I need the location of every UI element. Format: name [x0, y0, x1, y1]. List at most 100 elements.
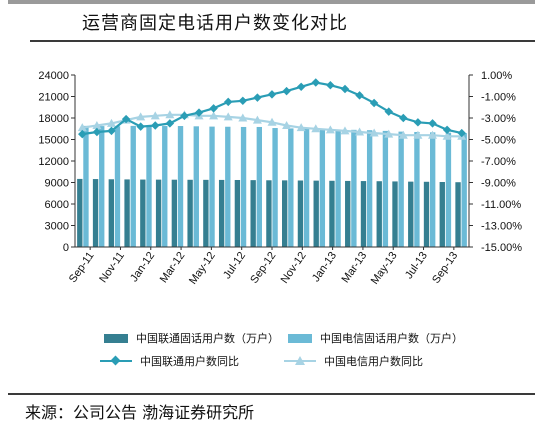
telecom-yoy-point	[136, 112, 146, 121]
telecom-yoy-point	[296, 123, 306, 132]
bar-unicom	[266, 180, 272, 247]
telecom-yoy-point	[252, 115, 262, 124]
x-tick-label: Mar-12	[158, 250, 188, 285]
x-tick-label: Sep-13	[430, 250, 460, 286]
telecom-yoy-point	[165, 110, 175, 119]
y-left-tick-label: 12000	[38, 156, 69, 168]
unicom-yoy-point	[253, 93, 262, 102]
telecom-yoy-point	[413, 130, 423, 139]
y-right-tick-label: -5.00%	[481, 135, 516, 147]
telecom-yoy-point	[369, 128, 379, 137]
bar-unicom	[376, 181, 382, 247]
bar-telecom	[146, 125, 152, 247]
bar-telecom	[461, 133, 467, 247]
bar-telecom	[382, 130, 389, 247]
y-left-tick-label: 6000	[45, 199, 69, 211]
unicom-yoy-point	[238, 96, 248, 106]
telecom-yoy-point	[77, 123, 87, 132]
bars-layer	[77, 125, 467, 247]
bar-telecom	[430, 132, 436, 247]
unicom-yoy-point	[399, 113, 408, 123]
telecom-yoy-point	[398, 130, 408, 139]
bar-telecom	[272, 128, 278, 247]
unicom-yoy-point	[223, 97, 233, 107]
telecom-yoy-point	[384, 129, 394, 138]
chart-title: 运营商固定电话用户数变化对比	[82, 13, 348, 34]
bar-telecom	[177, 126, 184, 247]
bar-unicom	[108, 179, 114, 247]
unicom-yoy-point	[413, 118, 423, 127]
bar-unicom	[203, 179, 209, 247]
telecom-yoy-point	[340, 126, 350, 135]
bar-telecom	[99, 126, 105, 247]
y-right-tick-label: -9.00%	[481, 178, 516, 190]
telecom-yoy-point	[311, 124, 321, 133]
x-tick-label: Sep-12	[248, 250, 278, 286]
bar-telecom	[240, 126, 247, 247]
unicom-yoy-point	[267, 90, 277, 99]
unicom-yoy-point	[355, 91, 364, 100]
bar-unicom	[187, 179, 193, 247]
bar-telecom	[193, 126, 199, 247]
unicom-yoy-point	[136, 122, 145, 131]
telecom-yoy-point	[150, 111, 160, 120]
bar-unicom	[408, 181, 414, 247]
unicom-yoy-point	[151, 121, 160, 130]
telecom-yoy-point	[92, 121, 102, 130]
bar-telecom	[445, 132, 452, 247]
bar-telecom	[414, 131, 420, 247]
bar-unicom	[124, 179, 130, 247]
bar-telecom	[162, 126, 168, 247]
x-tick-label: Jul-12	[221, 250, 248, 281]
x-tick-label: Mar-13	[340, 250, 370, 285]
bar-unicom	[77, 178, 83, 247]
bar-unicom	[92, 179, 99, 247]
y-right-tick-label: -13.00%	[481, 221, 522, 233]
unicom-yoy-point	[326, 80, 335, 90]
telecom-yoy-point	[325, 125, 335, 134]
telecom-yoy-point	[428, 130, 438, 139]
x-tick-label: Nov-11	[97, 250, 127, 285]
x-tick-label: Jan-13	[310, 250, 339, 284]
x-tick-label: Sep-11	[67, 250, 97, 285]
telecom-yoy-point	[442, 131, 452, 140]
bar-unicom	[171, 179, 178, 247]
y-left-tick-label: 21000	[38, 92, 69, 104]
bar-unicom	[140, 179, 146, 247]
y-left-tick-label: 24000	[38, 70, 69, 82]
y-left-tick-label: 9000	[45, 178, 69, 190]
bar-unicom	[345, 180, 351, 247]
y-left-tick-label: 18000	[38, 113, 69, 125]
bar-telecom	[225, 126, 231, 247]
top-rule	[8, 0, 535, 4]
x-tick-label: Nov-12	[279, 250, 309, 286]
bar-unicom	[297, 180, 304, 247]
bar-telecom	[398, 131, 404, 247]
bar-unicom	[282, 180, 288, 247]
telecom-yoy-point	[106, 118, 116, 127]
y-left-tick-label: 0	[63, 242, 69, 254]
bar-unicom	[250, 180, 256, 247]
y-left-tick-label: 15000	[38, 135, 69, 147]
unicom-yoy-point	[311, 78, 321, 87]
bar-telecom	[256, 126, 262, 247]
y-right-tick-label: -7.00%	[481, 156, 516, 168]
telecom-yoy-point	[282, 121, 292, 130]
bar-unicom	[455, 182, 461, 247]
unicom-yoy-point	[428, 119, 437, 128]
x-tick-label: Jul-13	[403, 250, 430, 281]
unicom-yoy-point	[384, 107, 394, 116]
unicom-yoy-point	[180, 111, 189, 121]
y-right-tick-label: -1.00%	[481, 92, 516, 104]
unicom-yoy-point	[92, 127, 102, 137]
source-rule	[8, 393, 535, 395]
y-right-tick-label: -3.00%	[481, 113, 516, 125]
bar-telecom	[319, 129, 326, 247]
bar-unicom	[218, 179, 225, 247]
bar-telecom	[114, 126, 121, 247]
x-tick-label: May-13	[369, 250, 400, 287]
bar-telecom	[335, 129, 341, 247]
x-tick-label: Jan-12	[128, 250, 157, 284]
y-right-tick-label: 1.00%	[481, 70, 512, 82]
